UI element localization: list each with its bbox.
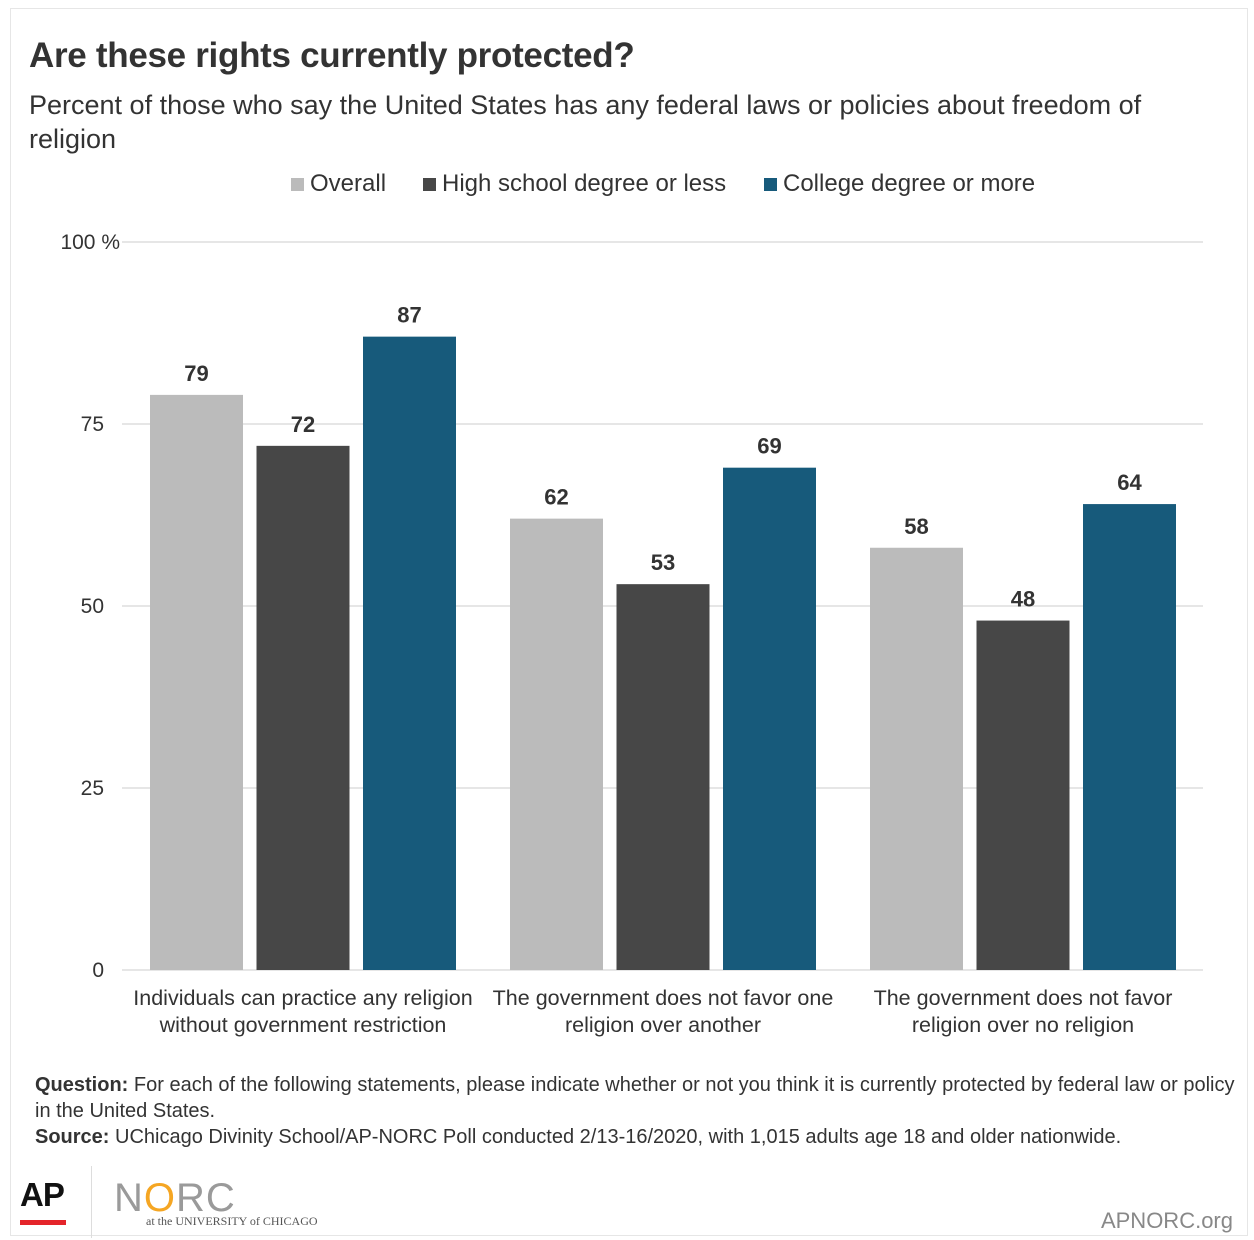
category-label: religion over another bbox=[565, 1013, 761, 1037]
legend-swatch-high-school bbox=[423, 177, 436, 191]
legend-label-overall: Overall bbox=[310, 170, 387, 197]
norc-logo-text: NORC bbox=[114, 1176, 236, 1220]
bar bbox=[256, 445, 350, 971]
data-label: 87 bbox=[397, 303, 421, 328]
category-label: religion over no religion bbox=[912, 1013, 1134, 1037]
ap-logo: AP bbox=[20, 1176, 65, 1213]
bar bbox=[150, 394, 243, 970]
data-label: 58 bbox=[904, 514, 928, 539]
data-label: 64 bbox=[1117, 470, 1142, 495]
logo-divider bbox=[91, 1166, 92, 1238]
source-note: Source: UChicago Divinity School/AP-NORC… bbox=[35, 1124, 1235, 1150]
ap-logo-bar bbox=[20, 1220, 66, 1225]
bar bbox=[723, 467, 816, 970]
legend-swatch-overall bbox=[291, 177, 304, 191]
data-label: 53 bbox=[651, 550, 675, 575]
y-tick-label: 75 bbox=[81, 413, 104, 436]
chart-subtitle: Percent of those who say the United Stat… bbox=[29, 90, 1142, 154]
bar bbox=[976, 620, 1070, 970]
norc-logo-letter: C bbox=[205, 1176, 236, 1220]
legend-item-overall: Overall bbox=[291, 170, 386, 198]
norc-logo-letter: R bbox=[176, 1176, 206, 1220]
chart-frame bbox=[10, 8, 1248, 1236]
chart-notes: Question: For each of the following stat… bbox=[35, 1072, 1235, 1150]
source-label: Source: bbox=[35, 1126, 110, 1148]
norc-logo-letter: N bbox=[114, 1176, 144, 1220]
legend: Overall High school degree or less Colle… bbox=[0, 170, 1254, 204]
norc-logo: NORC bbox=[114, 1176, 236, 1221]
data-label: 48 bbox=[1011, 587, 1035, 612]
y-tick-label: 0 bbox=[92, 959, 104, 982]
category-label: without government restriction bbox=[159, 1013, 447, 1037]
question-label: Question: bbox=[35, 1074, 129, 1096]
legend-label-high-school: High school degree or less bbox=[442, 170, 727, 197]
y-tick-label: 50 bbox=[81, 595, 104, 618]
site-link[interactable]: APNORC.org bbox=[1100, 1208, 1233, 1233]
norc-logo-letter: O bbox=[143, 1176, 177, 1220]
legend-item-high-school: High school degree or less bbox=[423, 170, 726, 198]
bar bbox=[870, 547, 963, 970]
data-label: 72 bbox=[291, 412, 315, 437]
data-label: 79 bbox=[184, 361, 208, 386]
bar bbox=[616, 584, 710, 970]
legend-swatch-college bbox=[764, 177, 777, 191]
chart-title: Are these rights currently protected? bbox=[29, 36, 635, 75]
y-tick-label: 25 bbox=[81, 777, 104, 800]
category-label: The government does not favor one bbox=[493, 986, 834, 1010]
data-label: 69 bbox=[757, 434, 781, 459]
category-label: Individuals can practice any religion bbox=[133, 986, 472, 1010]
y-tick-label: 100 % bbox=[60, 231, 120, 254]
bar bbox=[363, 336, 456, 970]
legend-item-college: College degree or more bbox=[764, 170, 1035, 198]
question-text: For each of the following statements, pl… bbox=[35, 1074, 1235, 1122]
bar bbox=[510, 518, 603, 970]
source-text: UChicago Divinity School/AP-NORC Poll co… bbox=[109, 1126, 1122, 1148]
norc-logo-subtitle: at the UNIVERSITY of CHICAGO bbox=[146, 1214, 318, 1228]
bar-chart: 0 25 50 75 100 % 79 62 58 72 53 48 87 69 64 Individual… bbox=[60, 231, 1203, 1037]
category-label: The government does not favor bbox=[874, 986, 1173, 1010]
legend-label-college: College degree or more bbox=[783, 170, 1036, 197]
data-label: 62 bbox=[544, 485, 568, 510]
bar bbox=[1083, 504, 1176, 970]
question-note: Question: For each of the following stat… bbox=[35, 1072, 1235, 1124]
